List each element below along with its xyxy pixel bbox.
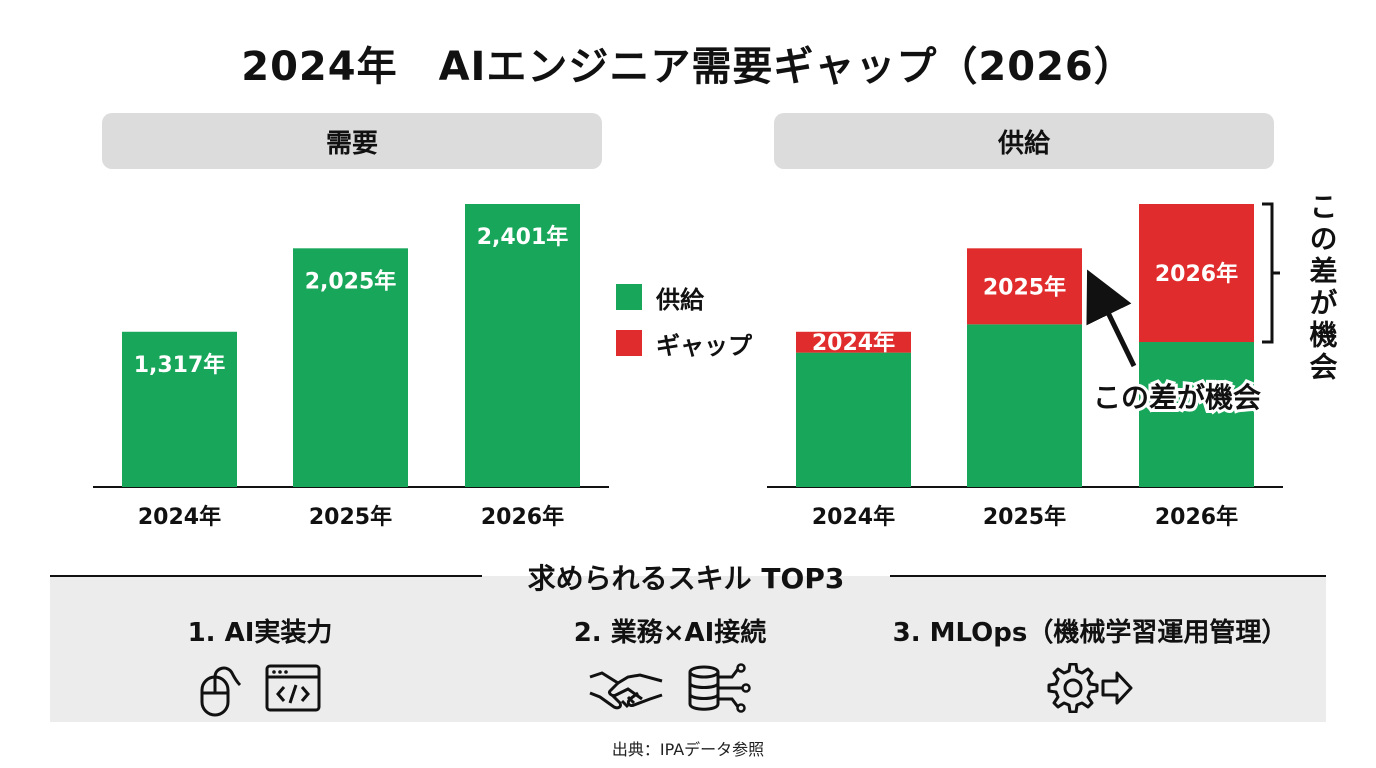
gap-bar-2024年 (796, 331, 911, 353)
demand-bar-2026年 (465, 204, 580, 487)
handshake-icon (589, 671, 663, 710)
mouse-icon (200, 666, 242, 717)
opportunity-arrow (1086, 269, 1137, 368)
gear-arrow-icon (1047, 663, 1133, 713)
gap-bracket (1262, 202, 1280, 344)
demand-bar-value-label: 2,025年 (305, 268, 397, 294)
demand-bar-value-label: 1,317年 (134, 352, 226, 378)
database-network-icon (688, 663, 751, 713)
demand-bar-value-label: 2,401年 (477, 224, 569, 250)
skills-section (50, 576, 1326, 722)
legend-item-supply: 供給 (616, 282, 752, 314)
skill-item-mlops: 3. MLOps（機械学習運用管理） (870, 612, 1310, 713)
supply-x-tick-label: 2026年 (1155, 504, 1238, 530)
legend-swatch-gap (616, 330, 642, 356)
opportunity-vertical-annotation: この差が機会 (1306, 192, 1339, 384)
supply-bar-2025年 (967, 324, 1082, 487)
code-window-icon (265, 664, 321, 712)
demand-bar-2025年 (293, 248, 408, 487)
skill-item-business-ai: 2. 業務×AI接続 (530, 612, 810, 713)
demand-x-tick-label: 2026年 (481, 504, 564, 530)
gap-bar-label: 2024年 (812, 330, 895, 356)
source-note: 出典：IPAデータ参照 (611, 740, 765, 759)
legend-swatch-supply (616, 284, 642, 310)
legend-label-gap: ギャップ (656, 331, 752, 360)
supply-bar-2024年 (796, 352, 911, 487)
chart-legend: 供給 ギャップ (616, 282, 752, 374)
opportunity-annotation: この差が機会 (1093, 381, 1261, 414)
skill-label: 1. AI実装力 (187, 618, 333, 648)
page-title: 2024年 AIエンジニア需要ギャップ（2026） (241, 44, 1135, 90)
supply-panel-header: 供給 (774, 113, 1274, 169)
charts-canvas: 1,317年 2024年 2,025年 2025年 2,401年 2026年 2024年 20… (93, 192, 1339, 530)
demand-bar-2024年 (122, 331, 237, 487)
skills-rule-left (50, 575, 482, 577)
demand-x-tick-label: 2024年 (138, 504, 221, 530)
skill-label: 3. MLOps（機械学習運用管理） (892, 618, 1288, 648)
skill-item-ai-implementation: 1. AI実装力 (150, 612, 370, 719)
gap-bar-2025年 (967, 248, 1082, 325)
skills-title: 求められるスキル TOP3 (527, 562, 845, 595)
demand-panel-header: 需要 (102, 113, 602, 169)
gap-bar-label: 2026年 (1155, 261, 1238, 287)
gap-bar-label: 2025年 (983, 274, 1066, 300)
supply-x-tick-label: 2025年 (983, 504, 1066, 530)
gap-bar-2026年 (1139, 204, 1254, 343)
demand-x-tick-label: 2025年 (309, 504, 392, 530)
supply-x-tick-label: 2024年 (812, 504, 895, 530)
supply-bar-2026年 (1139, 342, 1254, 487)
skills-rule-right (890, 575, 1326, 577)
legend-item-gap: ギャップ (616, 328, 752, 360)
skill-label: 2. 業務×AI接続 (573, 618, 767, 648)
legend-label-supply: 供給 (656, 285, 704, 314)
